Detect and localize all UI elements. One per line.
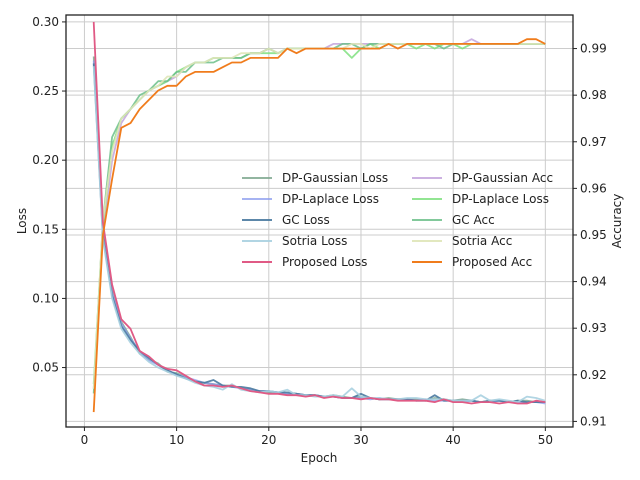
x-tick-label: 20 — [261, 433, 276, 447]
y-right-tick-label: 0.97 — [580, 135, 607, 149]
legend-label: GC Acc — [452, 213, 495, 227]
x-axis-label: Epoch — [301, 451, 338, 465]
x-tick-label: 10 — [169, 433, 184, 447]
y-left-tick-label: 0.25 — [32, 84, 59, 98]
series-line-proposed-loss-4 — [92, 21, 546, 405]
legend-label: Sotria Loss — [282, 234, 347, 248]
legend-label: DP-Laplace Loss — [282, 192, 379, 206]
legend-label: Sotria Acc — [452, 234, 512, 248]
ticks-layer: 0 10 20 30 40 50 0.05 0.10 0.15 0.20 0.25 0.30 0.91 0… — [32, 15, 606, 447]
y-left-tick-label: 0.30 — [32, 15, 59, 29]
y-left-tick-label: 0.15 — [32, 222, 59, 236]
y-left-tick-label: 0.20 — [32, 153, 59, 167]
series-line-proposed-acc-4 — [92, 38, 546, 413]
y-left-tick-label: 0.05 — [32, 361, 59, 375]
grid-layer — [66, 15, 573, 427]
legend-label: DP-Gaussian Loss — [282, 171, 388, 185]
lines-layer — [92, 21, 546, 413]
legend-label: Proposed Loss — [282, 255, 367, 269]
legend: DP-Gaussian Loss DP-Laplace Loss GC Loss So… — [242, 171, 553, 269]
plot-frame — [65, 14, 574, 428]
x-tick-label: 40 — [446, 433, 461, 447]
legend-label: GC Loss — [282, 213, 330, 227]
x-tick-label: 30 — [353, 433, 368, 447]
x-tick-label: 0 — [81, 433, 89, 447]
legend-label: DP-Laplace Loss — [452, 192, 549, 206]
y-axis-label-left: Loss — [15, 208, 29, 234]
legend-label: Proposed Acc — [452, 255, 532, 269]
legend-label: DP-Gaussian Acc — [452, 171, 553, 185]
x-tick-label: 50 — [538, 433, 553, 447]
y-right-tick-label: 0.96 — [580, 181, 607, 195]
y-right-tick-label: 0.94 — [580, 275, 607, 289]
y-right-tick-label: 0.98 — [580, 88, 607, 102]
y-right-tick-label: 0.95 — [580, 228, 607, 242]
y-right-tick-label: 0.92 — [580, 368, 607, 382]
y-right-tick-label: 0.93 — [580, 321, 607, 335]
y-right-tick-label: 0.91 — [580, 414, 607, 428]
y-axis-label-right: Accuracy — [610, 194, 624, 249]
y-right-tick-label: 0.99 — [580, 42, 607, 56]
y-left-tick-label: 0.10 — [32, 291, 59, 305]
